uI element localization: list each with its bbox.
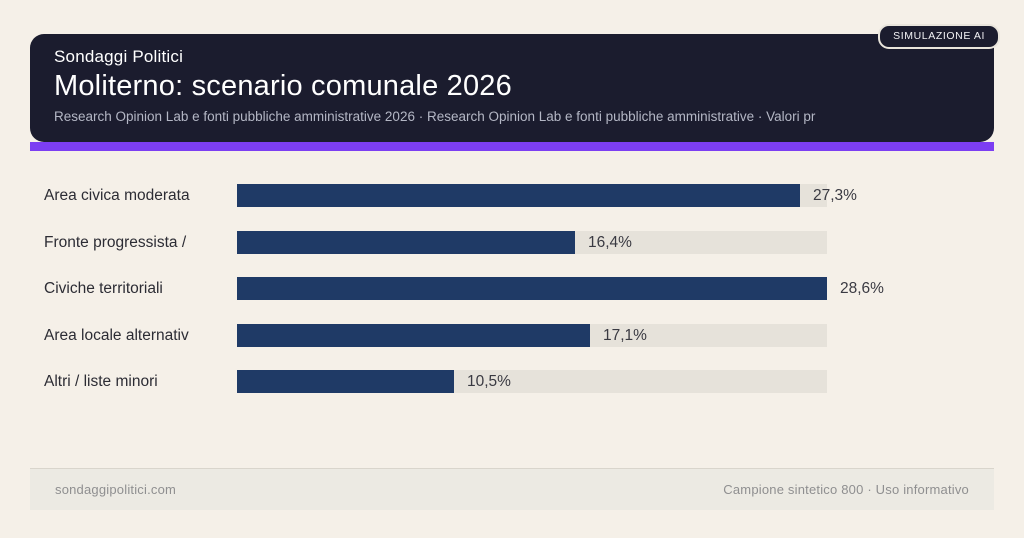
ai-simulation-badge-label: SIMULAZIONE AI — [893, 30, 985, 42]
bar-track — [237, 370, 827, 393]
ai-simulation-badge: SIMULAZIONE AI — [878, 24, 1000, 49]
chart-row: Area civica moderata 27,3% — [0, 184, 1024, 207]
category-label: Fronte progressista / — [44, 233, 187, 251]
chart-row: Area locale alternativ 17,1% — [0, 323, 1024, 347]
page-title: Moliterno: scenario comunale 2026 — [54, 70, 512, 102]
value-label: 28,6% — [840, 280, 884, 297]
bar-track — [237, 184, 827, 207]
bar-fill — [237, 184, 800, 207]
footer: sondaggipolitici.com Campione sintetico … — [30, 468, 994, 510]
category-label: Altri / liste minori — [44, 373, 158, 390]
bar-fill — [237, 277, 827, 300]
category-label: Area locale alternativ — [44, 326, 189, 344]
value-label: 10,5% — [467, 373, 511, 390]
accent-divider — [30, 142, 994, 151]
chart-row: Civiche territoriali 28,6% — [0, 277, 1024, 300]
value-label: 17,1% — [603, 326, 647, 344]
brand-name: Sondaggi Politici — [54, 47, 184, 66]
footer-note: Campione sintetico 800 · Uso informativo — [723, 482, 969, 497]
bar-fill — [237, 230, 575, 254]
bar-fill — [237, 370, 454, 393]
header: Sondaggi Politici Moliterno: scenario co… — [30, 34, 994, 142]
bar-fill — [237, 323, 590, 347]
chart-row: Altri / liste minori 10,5% — [0, 370, 1024, 393]
category-label: Civiche territoriali — [44, 280, 163, 297]
value-label: 16,4% — [588, 233, 632, 251]
bar-track — [237, 277, 827, 300]
footer-source: sondaggipolitici.com — [55, 482, 177, 497]
chart-row: Fronte progressista / 16,4% — [0, 230, 1024, 254]
value-label: 27,3% — [813, 187, 857, 204]
page-subtitle: Research Opinion Lab e fonti pubbliche a… — [54, 109, 816, 124]
category-label: Area civica moderata — [44, 187, 190, 204]
bar-track — [237, 323, 827, 347]
bar-track — [237, 230, 827, 254]
